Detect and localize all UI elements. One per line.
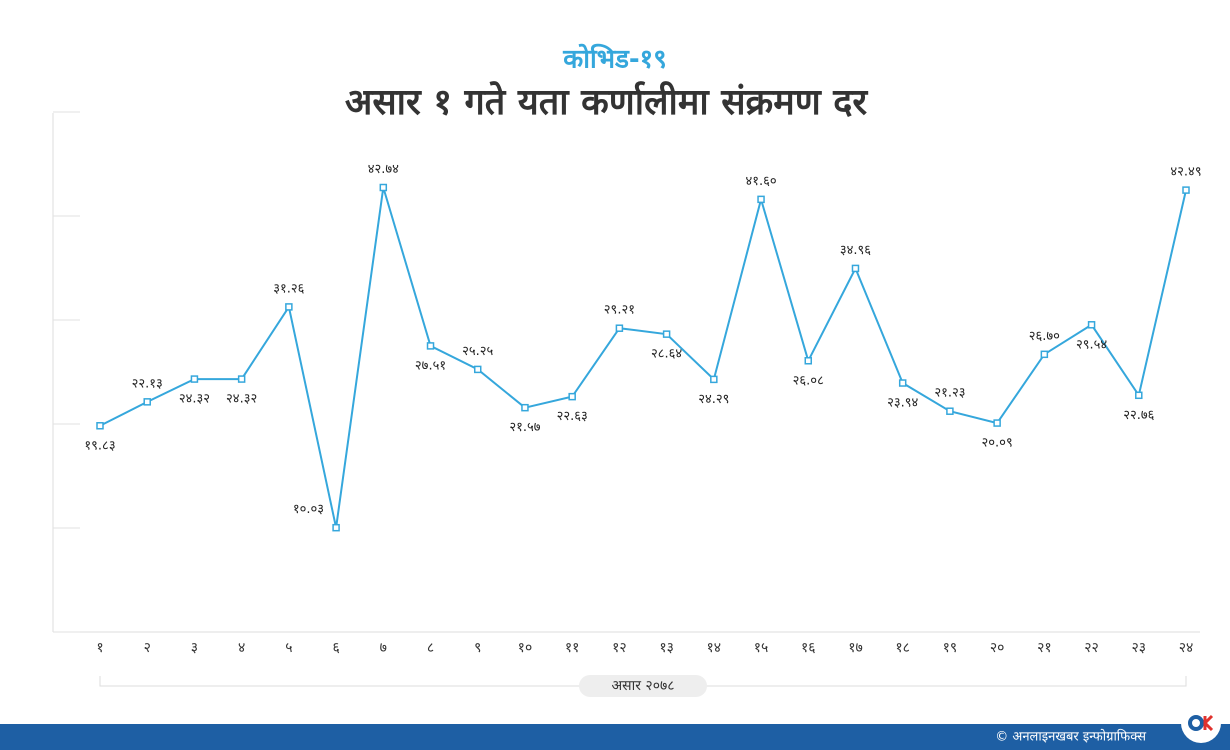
value-label: २३.९४ (887, 396, 918, 411)
x-tick-label: ४ (238, 640, 245, 656)
point (993, 419, 1001, 427)
point (568, 392, 576, 401)
x-tick-label: १४ (707, 640, 722, 656)
x-tick-label: ५ (285, 640, 292, 656)
point (1182, 186, 1190, 194)
logo-k (1203, 714, 1214, 732)
x-tick-label: २१ (1037, 640, 1052, 656)
value-label: २४.३२ (226, 392, 257, 407)
point (521, 403, 529, 412)
value-label: २६.७० (1029, 329, 1060, 344)
point (426, 342, 435, 350)
chart-title: असार १ गते यता कर्णालीमा संक्रमण दर (345, 81, 869, 123)
x-tick-label: २२ (1084, 640, 1099, 656)
footer-bar (0, 724, 1230, 750)
point (332, 523, 340, 532)
value-label: २७.५१ (415, 358, 446, 373)
point (96, 422, 104, 430)
x-axis-label: असार २०७८ (611, 678, 674, 694)
value-label: ४२.४९ (1170, 165, 1201, 180)
value-label: २४.३२ (179, 392, 210, 407)
x-tick-label: १७ (848, 640, 863, 656)
x-tick-label: ६ (332, 640, 339, 656)
value-label: २६.०८ (793, 373, 824, 388)
point (1087, 321, 1096, 329)
x-tick-label: ९ (474, 640, 481, 656)
point (379, 183, 388, 192)
x-tick-label: २० (990, 640, 1005, 656)
point (946, 407, 954, 415)
point (710, 375, 718, 384)
value-label: १०.०३ (293, 502, 324, 517)
x-label-pill (579, 675, 707, 697)
point (237, 375, 246, 383)
value-label: २२.७६ (1123, 408, 1154, 423)
value-label: २१.२३ (934, 386, 965, 401)
point (1135, 391, 1143, 400)
chart-subtitle: कोभिड-१९ (562, 44, 666, 75)
x-tick-label: १ (96, 640, 103, 656)
point (615, 324, 624, 332)
x-tick-label: १५ (754, 640, 769, 656)
line (99, 187, 1187, 528)
value-label: २८.६४ (651, 347, 682, 362)
point (898, 379, 907, 387)
point (804, 357, 813, 365)
value-label: २५.२५ (462, 344, 493, 359)
value-label: ४१.६० (745, 174, 776, 189)
value-label: १९.८३ (84, 438, 115, 453)
point (1040, 350, 1049, 359)
x-tick-label: २३ (1132, 640, 1147, 656)
x-tick-label: ११ (565, 640, 580, 656)
value-label: २४.२९ (698, 392, 729, 407)
x-tick-label: १० (518, 640, 533, 656)
value-label: २०.०९ (982, 436, 1013, 451)
point (473, 365, 482, 374)
x-tick-label: १६ (801, 640, 816, 656)
logo-o (1188, 715, 1204, 731)
point (285, 303, 293, 311)
x-tick-label: २४ (1179, 640, 1194, 656)
value-label: ३४.९६ (840, 243, 871, 258)
x-tick-label: ३ (191, 640, 198, 656)
x-tick-label: १९ (943, 640, 958, 656)
value-label: २१.५७ (509, 420, 540, 435)
point (190, 375, 199, 383)
x-tick-label: १३ (659, 640, 674, 656)
value-label: ३१.२६ (273, 281, 304, 296)
point (662, 330, 671, 338)
x-tick-label: २ (144, 640, 151, 656)
value-label: २९.२१ (604, 303, 635, 318)
value-label: २२.१३ (132, 376, 163, 391)
value-label: २९.५४ (1076, 337, 1107, 352)
point (851, 264, 860, 273)
footer-credit: © अनलाइनखबर इन्फोग्राफिक्स (995, 729, 1146, 745)
x-tick-label: ८ (427, 640, 434, 656)
point (143, 398, 151, 406)
x-tick-label: ७ (380, 640, 387, 656)
value-label: ४२.७४ (368, 162, 399, 177)
point (757, 195, 765, 204)
x-tick-label: १२ (612, 640, 627, 656)
x-tick-label: १८ (895, 640, 910, 656)
value-label: २२.६३ (557, 409, 588, 424)
